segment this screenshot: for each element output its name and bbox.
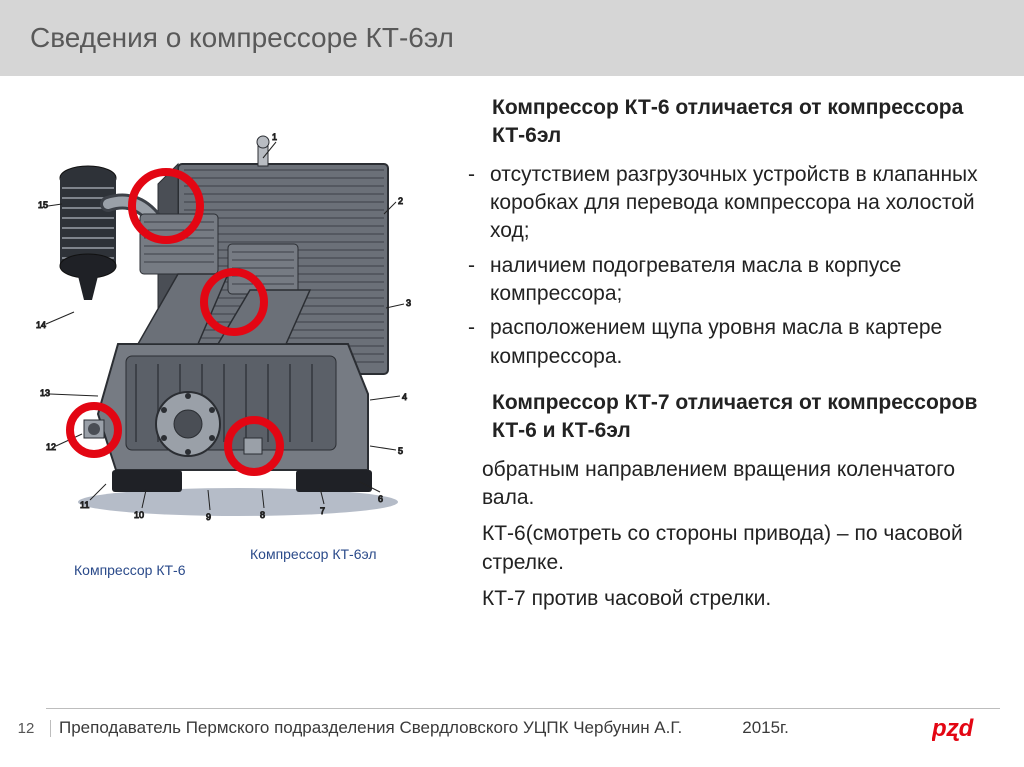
section2-heading: Компрессор КТ-7 отличается от компрессор…: [492, 389, 996, 446]
callout-4: 4: [402, 392, 407, 402]
rzd-logo-text: pʐd: [932, 715, 975, 742]
footer-divider: [46, 708, 1000, 709]
callout-3: 3: [406, 298, 411, 308]
callout-15: 15: [38, 200, 48, 210]
callout-7: 7: [320, 506, 325, 516]
compressor-illustration: 1 2 3 4 5 6 7 8: [28, 94, 428, 524]
slide: Сведения о компрессоре КТ-6эл: [0, 0, 1024, 767]
section2-para: КТ-7 против часовой стрелки.: [482, 585, 996, 613]
figure-column: 1 2 3 4 5 6 7 8: [28, 94, 428, 622]
callout-9: 9: [206, 512, 211, 522]
slide-title: Сведения о компрессоре КТ-6эл: [30, 22, 994, 54]
callout-10: 10: [134, 510, 144, 520]
list-item: наличием подогревателя масла в корпусе к…: [462, 252, 996, 309]
caption-kt6el: Компрессор КТ-6эл: [250, 546, 377, 562]
figure-captions: Компрессор КТ-6 Компрессор КТ-6эл: [28, 538, 428, 584]
instructor-label: Преподаватель Пермского подразделения Св…: [59, 718, 682, 738]
section2-para: КТ-6(смотреть со стороны привода) – по ч…: [482, 520, 996, 577]
page-number: 12: [8, 720, 51, 737]
callout-8: 8: [260, 510, 265, 520]
callout-5: 5: [398, 446, 403, 456]
callout-14: 14: [36, 320, 46, 330]
section1-heading: Компрессор КТ-6 отличается от компрессор…: [492, 94, 996, 151]
list-item: отсутствием разгрузочных устройств в кла…: [462, 161, 996, 246]
title-bar: Сведения о компрессоре КТ-6эл: [0, 0, 1024, 76]
footer: 12 Преподаватель Пермского подразделения…: [0, 711, 1024, 745]
callout-13: 13: [40, 388, 50, 398]
text-column: Компрессор КТ-6 отличается от компрессор…: [452, 94, 996, 622]
compressor-figure: 1 2 3 4 5 6 7 8: [28, 94, 428, 524]
content-area: 1 2 3 4 5 6 7 8: [0, 76, 1024, 622]
list-item: расположением щупа уровня масла в картер…: [462, 314, 996, 371]
rzd-logo: pʐd: [932, 714, 1000, 742]
section1-list: отсутствием разгрузочных устройств в кла…: [462, 161, 996, 371]
caption-kt6: Компрессор КТ-6: [74, 562, 186, 578]
section2-para: обратным направлением вращения коленчато…: [482, 456, 996, 513]
callout-12: 12: [46, 442, 56, 452]
year-label: 2015г.: [742, 718, 789, 738]
callout-11: 11: [80, 500, 89, 510]
callout-6: 6: [378, 494, 383, 504]
callout-2: 2: [398, 196, 403, 206]
callout-1: 1: [272, 132, 277, 142]
